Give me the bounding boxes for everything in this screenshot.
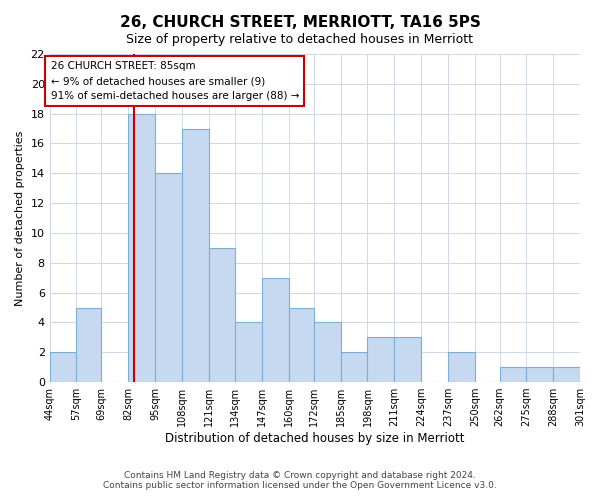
Bar bbox=[500, 367, 526, 382]
Bar bbox=[289, 308, 314, 382]
Bar bbox=[182, 128, 209, 382]
Bar bbox=[262, 278, 289, 382]
Text: 26 CHURCH STREET: 85sqm
← 9% of detached houses are smaller (9)
91% of semi-deta: 26 CHURCH STREET: 85sqm ← 9% of detached… bbox=[50, 62, 299, 101]
Bar bbox=[76, 308, 101, 382]
Bar bbox=[448, 352, 475, 382]
Bar bbox=[209, 248, 235, 382]
Bar bbox=[128, 114, 155, 382]
Text: 26, CHURCH STREET, MERRIOTT, TA16 5PS: 26, CHURCH STREET, MERRIOTT, TA16 5PS bbox=[119, 15, 481, 30]
Bar bbox=[367, 338, 394, 382]
Text: Size of property relative to detached houses in Merriott: Size of property relative to detached ho… bbox=[127, 32, 473, 46]
Bar bbox=[235, 322, 262, 382]
Bar bbox=[341, 352, 367, 382]
Bar bbox=[394, 338, 421, 382]
Bar bbox=[526, 367, 553, 382]
Bar bbox=[553, 367, 580, 382]
X-axis label: Distribution of detached houses by size in Merriott: Distribution of detached houses by size … bbox=[165, 432, 464, 445]
Y-axis label: Number of detached properties: Number of detached properties bbox=[15, 130, 25, 306]
Bar bbox=[314, 322, 341, 382]
Text: Contains HM Land Registry data © Crown copyright and database right 2024.
Contai: Contains HM Land Registry data © Crown c… bbox=[103, 470, 497, 490]
Bar bbox=[155, 174, 182, 382]
Bar bbox=[50, 352, 76, 382]
